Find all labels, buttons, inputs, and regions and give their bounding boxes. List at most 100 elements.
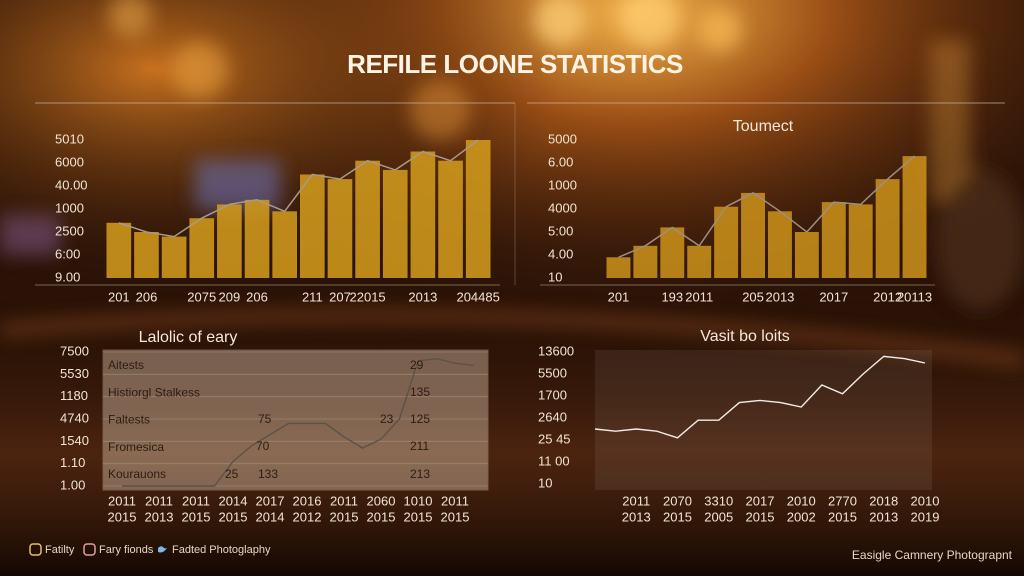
y-tick-label: 9.00 (55, 269, 80, 284)
bar (272, 211, 297, 278)
line (122, 357, 474, 487)
x-tick-label: 2011 (330, 493, 358, 508)
y-tick-label: 6.00 (548, 154, 573, 169)
x-tick-label: 2005 (704, 509, 733, 524)
x-tick-label: 20113 (897, 289, 932, 304)
bar (106, 222, 132, 278)
bar (244, 199, 270, 278)
credit: Easigle Camnery Photograpnt (852, 548, 1013, 562)
y-tick-label: 1000 (55, 200, 84, 215)
x-tick-label: 2019 (911, 509, 940, 524)
x-tick-label: 2014 (256, 509, 285, 524)
x-tick-label: 205 (742, 289, 764, 304)
x-tick-label: 204485 (456, 289, 499, 304)
x-tick-label: 2013 (869, 509, 898, 524)
row-label: Fromesica (108, 440, 164, 454)
x-tick-label: 193 (661, 289, 683, 304)
x-tick-label: 2015 (828, 509, 857, 524)
footer-link[interactable]: Fadted Photoglaphy (172, 544, 271, 556)
y-tick-label: 4.00 (548, 246, 573, 261)
y-tick-label: 5010 (55, 131, 84, 146)
bar (161, 236, 187, 278)
bar (714, 206, 739, 278)
bar (606, 257, 631, 278)
bar (660, 227, 685, 278)
x-tick-label: 2015 (182, 509, 211, 524)
x-tick-label: 2015 (663, 509, 692, 524)
row-label: Aitests (108, 358, 144, 372)
cell-label: 213 (410, 467, 430, 481)
x-tick-label: 206 (136, 289, 158, 304)
bar (355, 160, 380, 278)
footer-link[interactable]: Fatilty (45, 544, 75, 556)
bar (768, 211, 792, 278)
y-tick-label: 10 (538, 475, 552, 490)
x-tick-label: 2011 (622, 493, 650, 508)
y-tick-label: 25 45 (538, 431, 571, 446)
y-tick-label: 1540 (60, 433, 89, 448)
y-tick-label: 2640 (538, 409, 567, 424)
x-tick-label: 2010 (911, 493, 940, 508)
x-tick-label: 2013 (145, 509, 174, 524)
table-edge (0, 308, 1024, 367)
y-tick-label: 5000 (548, 131, 577, 146)
x-tick-label: 2015 (330, 509, 359, 524)
bar (217, 204, 242, 278)
x-tick-label: 206 (246, 289, 268, 304)
x-tick-label: 2002 (787, 509, 816, 524)
x-tick-label: 2018 (869, 493, 898, 508)
x-tick-label: 2013 (765, 289, 794, 304)
page-title: REFILE LOONE STATISTICS (347, 49, 683, 79)
x-tick-label: 2060 (367, 493, 396, 508)
bar (875, 179, 900, 278)
x-tick-label: 2075 (187, 289, 216, 304)
x-tick-label: 2011 (145, 493, 173, 508)
chart-title: Lalolic of eary (139, 329, 238, 346)
x-tick-label: 2011 (685, 289, 713, 304)
x-tick-label: 2013 (408, 289, 437, 304)
chart-panel (595, 350, 932, 490)
y-tick-label: 2500 (55, 223, 84, 238)
x-tick-label: 1010 (404, 493, 433, 508)
x-tick-label: 2011 (441, 493, 469, 508)
x-tick-label: 2015 (746, 509, 775, 524)
y-tick-label: 6:00 (55, 246, 80, 261)
x-tick-label: 2010 (787, 493, 816, 508)
y-tick-label: 5530 (60, 366, 89, 381)
cell-label: 125 (410, 412, 430, 426)
y-tick-label: 1700 (538, 387, 567, 402)
bar (327, 179, 353, 278)
x-tick-label: 2770 (828, 493, 857, 508)
cell-label: 133 (258, 467, 278, 481)
x-tick-label: 2017 (256, 493, 285, 508)
footer-link[interactable]: Fary fionds (99, 544, 154, 556)
bar (438, 160, 463, 278)
x-tick-label: 2015 (219, 509, 248, 524)
icon (29, 543, 42, 556)
icon (158, 546, 167, 553)
y-tick-label: 1000 (548, 177, 577, 192)
chart-title: Vasit bo loits (700, 328, 790, 345)
x-tick-label: 2013 (622, 509, 651, 524)
y-tick-label: 40.00 (55, 177, 88, 192)
cell-label: 29 (410, 358, 424, 372)
chart-title: Toumect (733, 118, 794, 135)
bar (633, 245, 658, 278)
icon (83, 543, 96, 556)
x-tick-label: 2015 (367, 509, 396, 524)
x-tick-label: 207 (329, 289, 351, 304)
table-panel (102, 349, 489, 491)
x-tick-label: 209 (219, 289, 241, 304)
y-tick-label: 7500 (60, 343, 89, 358)
cell-label: 211 (410, 439, 429, 453)
y-tick-label: 4740 (60, 410, 89, 425)
x-tick-label: 3310 (704, 493, 733, 508)
trend-line (618, 155, 916, 258)
x-tick-label: 2017 (746, 493, 775, 508)
x-tick-label: 211 (302, 289, 323, 304)
line (594, 355, 926, 439)
bar (382, 169, 408, 278)
x-tick-label: 2012 (293, 509, 322, 524)
y-tick-label: 10 (548, 269, 562, 284)
